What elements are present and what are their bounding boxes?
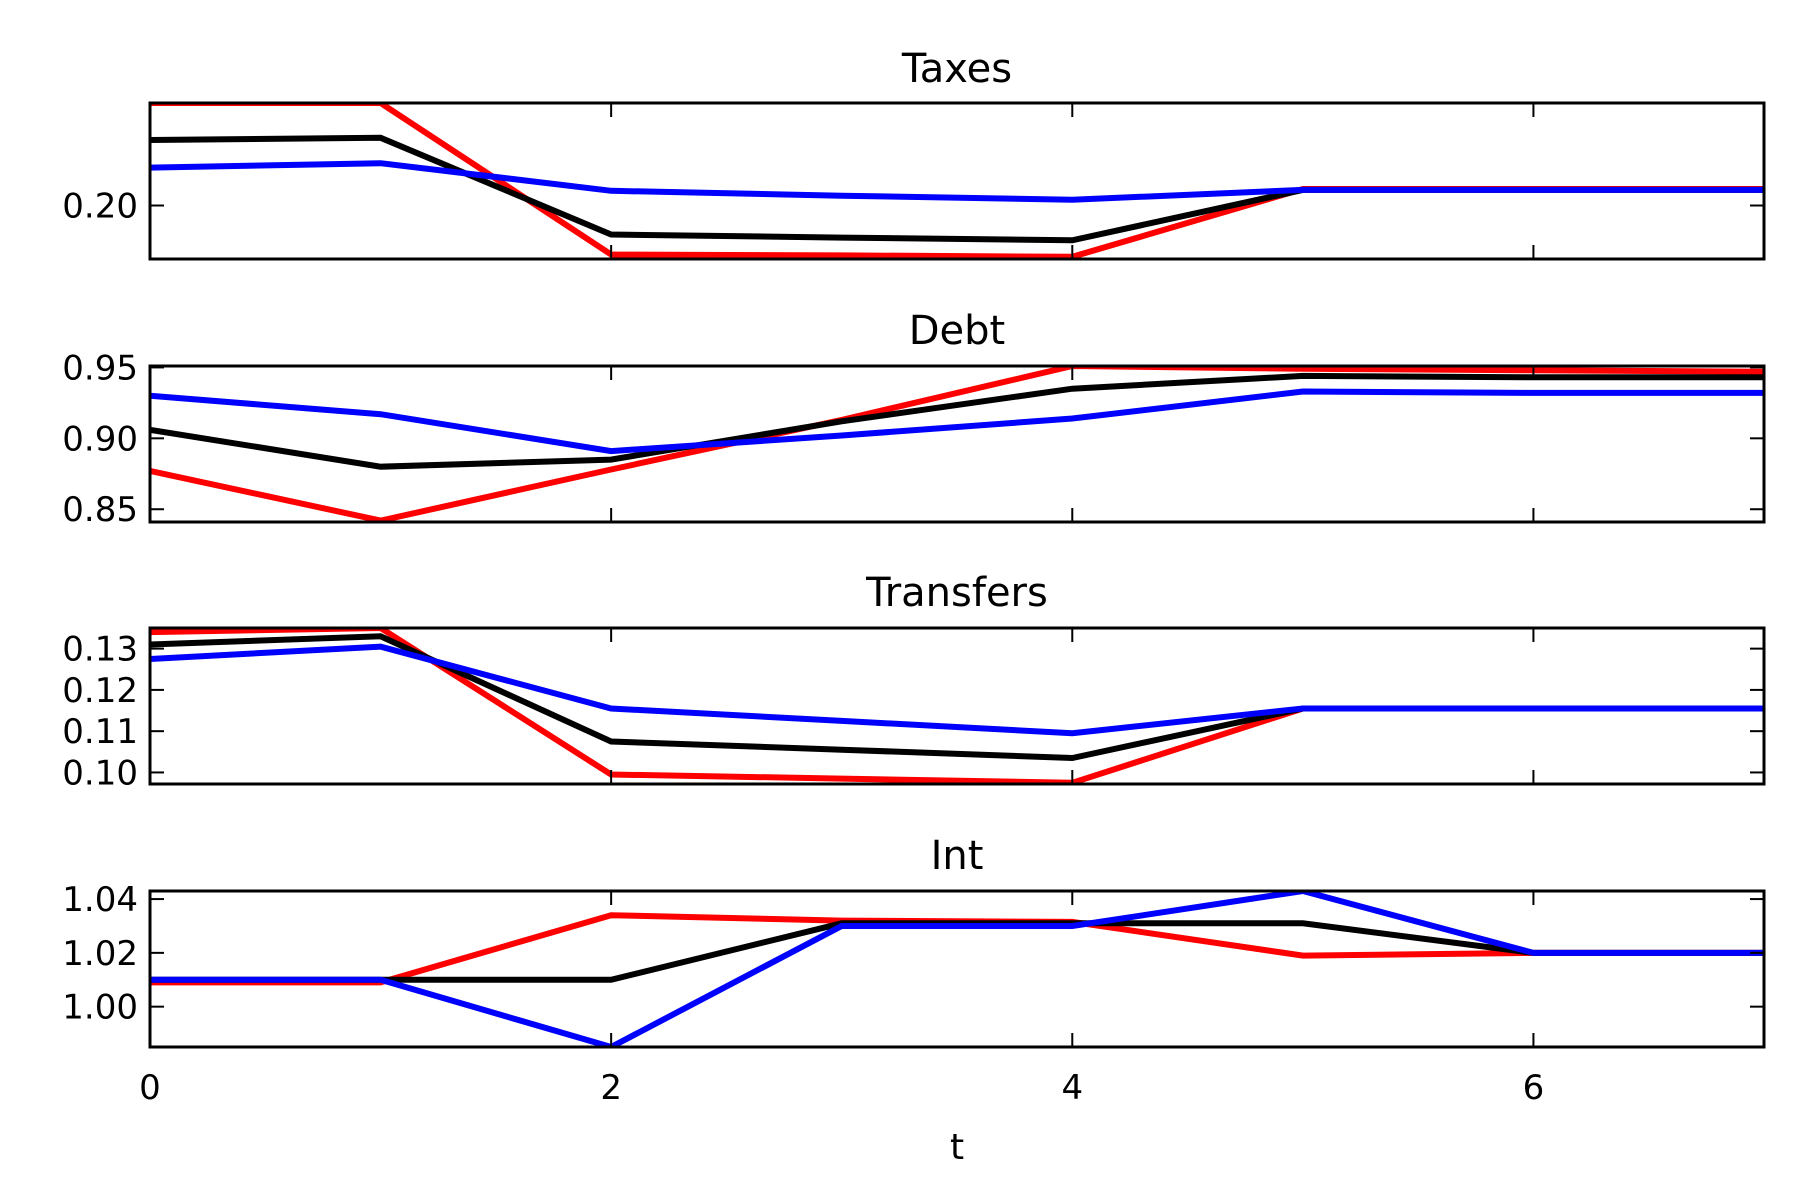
y-tick-label: 1.02 [62,934,138,974]
panel-title: Taxes [901,46,1012,92]
y-tick-label: 0.10 [62,753,138,793]
series-line [150,160,1764,203]
x-axis-label: t [950,1127,964,1168]
panel-title: Debt [909,308,1005,354]
series-line [150,366,1764,522]
series-line [150,103,1764,259]
series-line [150,891,1764,1047]
series-line [150,388,1764,455]
x-tick-label: 6 [1523,1068,1545,1108]
panel-title: Transfers [865,570,1048,616]
x-tick-label: 0 [139,1068,161,1108]
y-tick-label: 1.00 [62,988,138,1028]
y-tick-label: 0.90 [62,419,138,459]
y-tick-label: 0.12 [62,671,138,711]
plot-frame [148,101,1766,261]
series-line [150,643,1764,737]
y-tick-label: 0.85 [62,490,138,530]
plot-frame [148,626,1766,786]
series-line [150,633,1764,762]
y-tick-label: 0.13 [62,630,138,670]
plot-frame [148,889,1766,1049]
panel-title: Int [931,833,984,879]
x-tick-label: 2 [600,1068,622,1108]
series-line [150,372,1764,470]
plot-frame [148,364,1766,524]
x-tick-label: 4 [1061,1068,1083,1108]
y-tick-label: 0.20 [62,187,138,227]
y-tick-label: 0.95 [62,348,138,388]
y-tick-label: 1.04 [62,880,138,920]
y-tick-label: 0.11 [62,712,138,752]
